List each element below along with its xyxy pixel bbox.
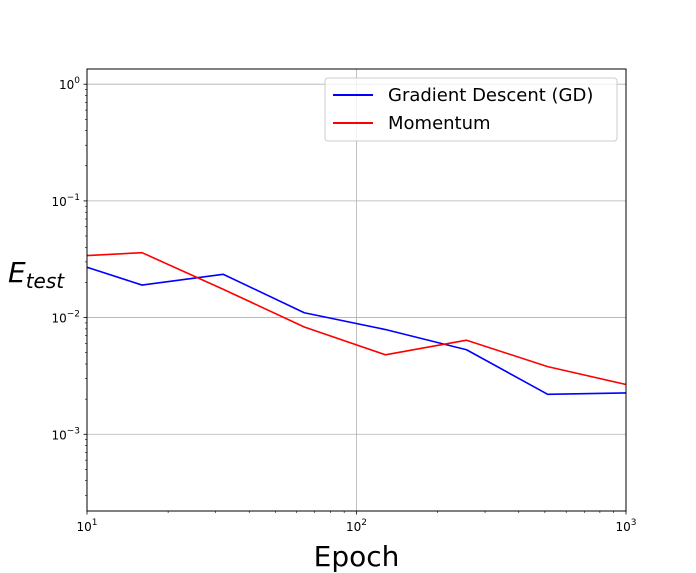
y-tick-label-exponent: −2	[67, 310, 80, 320]
y-tick-label-base: 10	[51, 195, 66, 209]
y-tick-label-exponent: 0	[74, 76, 80, 86]
legend-label-0: Gradient Descent (GD)	[388, 85, 593, 106]
x-tick-label: 101	[76, 518, 97, 534]
x-tick-label-base: 10	[346, 520, 361, 534]
x-tick-label-exponent: 3	[631, 518, 637, 528]
y-tick-label-base: 10	[51, 312, 66, 326]
legend-label-1: Momentum	[388, 113, 491, 134]
y-tick-label-exponent: −1	[67, 193, 80, 203]
x-tick-label-exponent: 2	[361, 518, 367, 528]
y-axis-label: Etest	[8, 256, 65, 293]
x-axis-label: Epoch	[314, 540, 400, 573]
series-line-0	[86, 266, 627, 396]
x-tick-label-base: 10	[76, 520, 91, 534]
series-lines	[86, 251, 627, 396]
y-tick-label-base: 10	[51, 428, 66, 442]
y-axis-label-base: E	[8, 256, 26, 289]
y-tick-label: 10−3	[51, 426, 80, 442]
x-tick-label: 102	[346, 518, 367, 534]
y-tick-label-exponent: −3	[67, 426, 80, 436]
legend: Gradient Descent (GD) Momentum	[324, 77, 618, 142]
x-tick-label: 103	[615, 518, 636, 534]
y-tick-label-base: 10	[59, 78, 74, 92]
legend-box	[324, 77, 618, 142]
y-axis-label-subscript: test	[26, 269, 66, 293]
x-tick-label-exponent: 1	[92, 518, 98, 528]
y-tick-label: 10−1	[51, 193, 80, 209]
y-tick-label: 100	[59, 76, 80, 92]
series-line-1	[86, 251, 627, 386]
x-tick-label-base: 10	[615, 520, 630, 534]
y-tick-label: 10−2	[51, 310, 80, 326]
